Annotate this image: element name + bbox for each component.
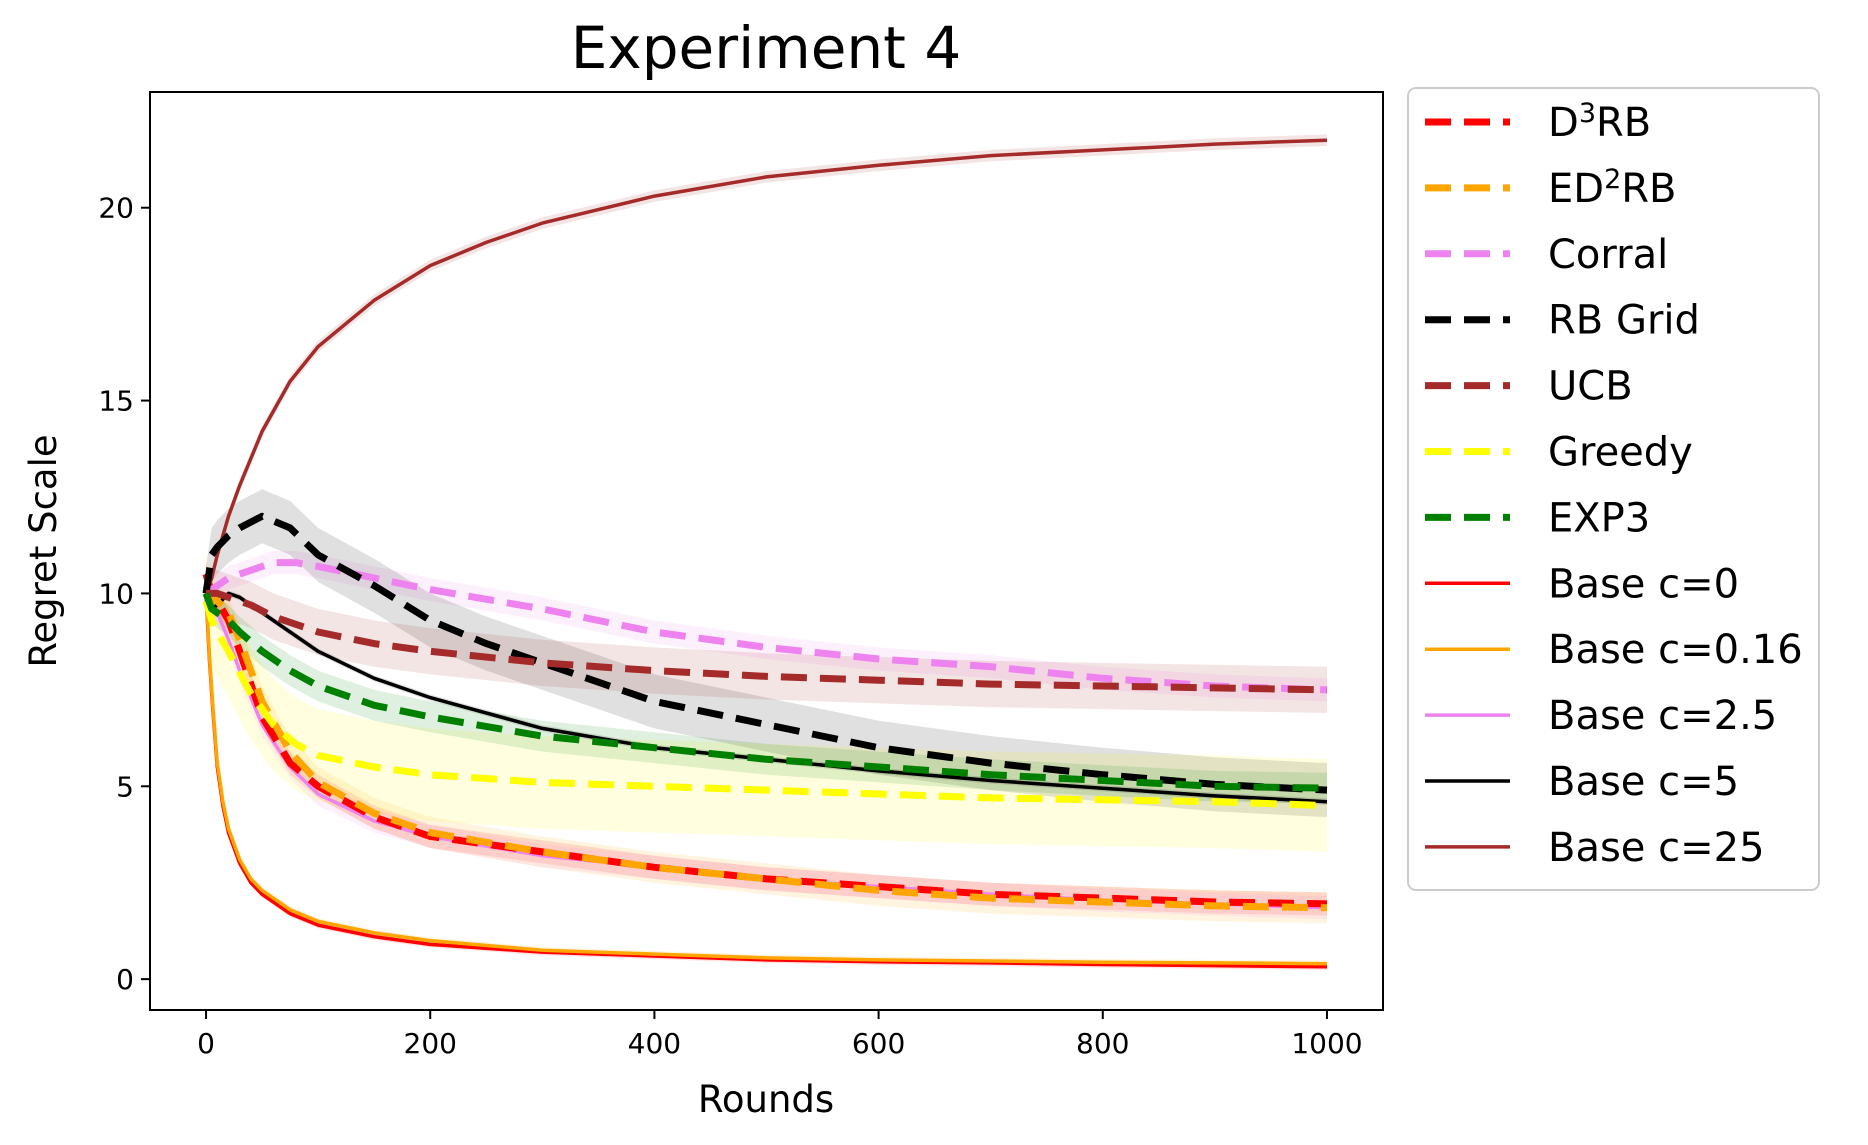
legend-item-ed2rb: ED2RB <box>1425 164 1677 212</box>
series-lines <box>202 138 1328 969</box>
series-line-rb-grid <box>202 512 1328 794</box>
legend-item-ucb: UCB <box>1425 364 1633 410</box>
x-tick-label: 200 <box>404 1027 457 1060</box>
series-line-greedy <box>202 600 1328 810</box>
y-tick-label: 0 <box>116 963 134 996</box>
band-ed2rb <box>206 570 1327 924</box>
legend: D3RB ED2RB Corral RB Grid UCB Greedy EXP3 Base … <box>1407 87 1820 891</box>
confidence-bands <box>206 134 1327 970</box>
legend-item-rb-grid: RB Grid <box>1425 298 1700 344</box>
x-tick-label: 0 <box>197 1027 215 1060</box>
band-base-c-25 <box>206 134 1327 600</box>
x-tick-label: 1000 <box>1291 1027 1362 1060</box>
y-tick-label: 5 <box>116 770 134 803</box>
legend-item-base-c-5: Base c=5 <box>1425 759 1739 805</box>
series-line-ucb <box>206 589 1328 694</box>
series-line-ed2rb <box>202 584 1328 912</box>
x-tick-label: 400 <box>628 1027 681 1060</box>
y-tick-label: 10 <box>98 577 134 610</box>
legend-item-d3rb: D3RB <box>1425 98 1651 146</box>
legend-label: RB Grid <box>1548 298 1700 344</box>
legend-label: UCB <box>1548 364 1633 410</box>
legend-frame <box>1407 87 1820 891</box>
series-line-base-c-25 <box>204 138 1328 595</box>
x-axis: 0 200 400 600 800 1000 <box>197 1010 1363 1060</box>
y-tick-label: 15 <box>98 385 134 418</box>
legend-label: D3RB <box>1548 98 1651 146</box>
legend-item-corral: Corral <box>1425 232 1668 278</box>
legend-item-base-c-0: Base c=0 <box>1425 561 1739 607</box>
y-tick-label: 20 <box>98 192 134 225</box>
legend-label: Base c=5 <box>1548 759 1739 805</box>
x-axis-label: Rounds <box>698 1078 834 1121</box>
legend-label: Corral <box>1548 232 1668 278</box>
band-base-c-2-5 <box>206 581 1327 920</box>
legend-label: Base c=2.5 <box>1548 693 1777 739</box>
y-axis: 0 5 10 15 20 <box>98 192 150 996</box>
legend-item-exp3: EXP3 <box>1425 495 1650 541</box>
legend-label: Base c=0 <box>1548 561 1739 607</box>
y-axis-label: Regret Scale <box>22 434 65 667</box>
legend-items: D3RB ED2RB Corral RB Grid UCB Greedy EXP3 Base … <box>1425 98 1803 871</box>
x-tick-label: 600 <box>852 1027 905 1060</box>
legend-label: ED2RB <box>1548 164 1677 212</box>
legend-item-base-c-0-16: Base c=0.16 <box>1425 627 1803 673</box>
x-tick-label: 800 <box>1076 1027 1129 1060</box>
legend-label: Base c=25 <box>1548 825 1765 871</box>
legend-item-greedy: Greedy <box>1425 430 1693 476</box>
legend-item-base-c-2-5: Base c=2.5 <box>1425 693 1777 739</box>
legend-label: EXP3 <box>1548 495 1650 541</box>
chart-title: Experiment 4 <box>571 14 961 82</box>
plot-area <box>202 134 1328 970</box>
series-line-exp3 <box>202 592 1328 792</box>
legend-label: Greedy <box>1548 430 1693 476</box>
band-ucb <box>206 570 1327 713</box>
series-line-base-c-0-16 <box>204 589 1328 966</box>
series-line-corral <box>204 559 1328 694</box>
plot-frame <box>149 91 1384 1011</box>
band-corral <box>206 551 1327 702</box>
legend-label: Base c=0.16 <box>1548 627 1803 673</box>
legend-item-base-c-25: Base c=25 <box>1425 825 1765 871</box>
